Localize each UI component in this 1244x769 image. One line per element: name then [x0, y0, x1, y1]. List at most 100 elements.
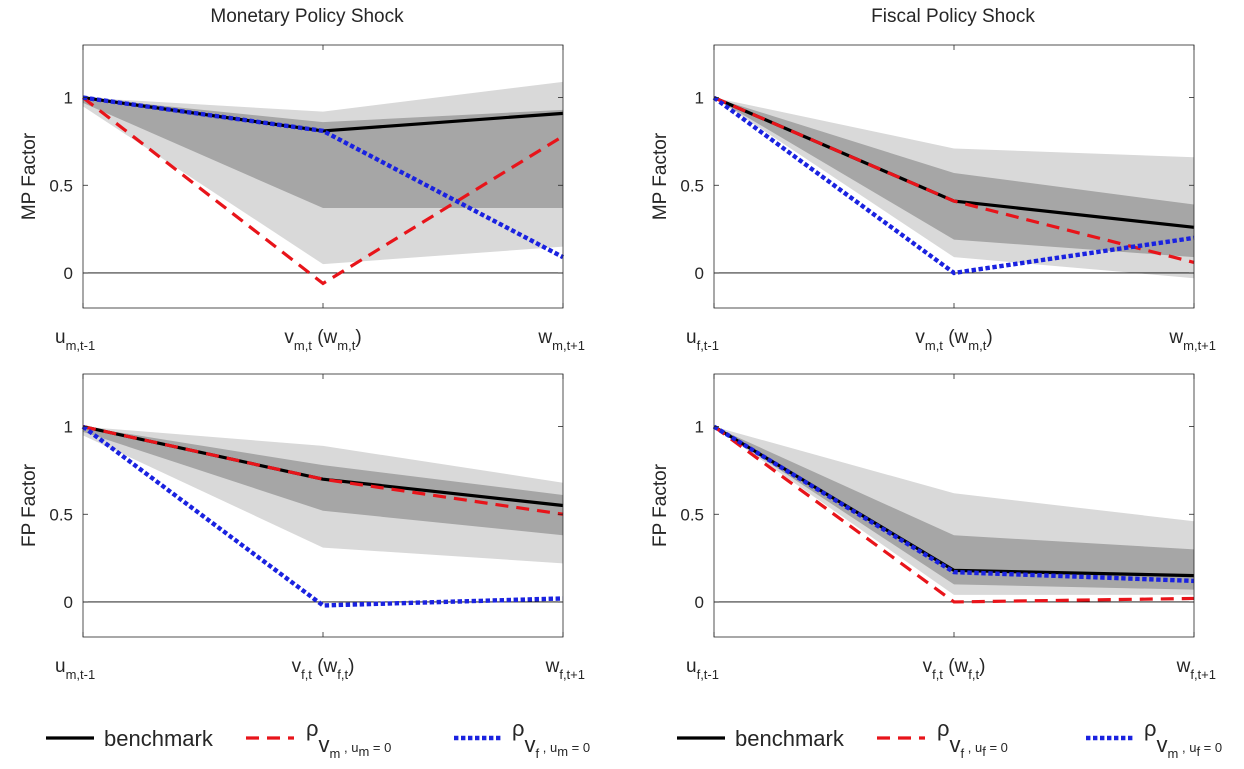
x-tick-symbol: u [55, 656, 66, 677]
legend-rho: ρ [512, 716, 525, 741]
x-tick-label: um,t-1 [55, 656, 95, 682]
legend-rho-subscript: v [950, 732, 961, 757]
x-tick-symbol: v [292, 656, 302, 677]
legend-subscript: f [1196, 744, 1200, 759]
y-axis-label: FP Factor [650, 463, 671, 547]
x-tick-subscript: m,t [337, 338, 355, 353]
x-tick-label: uf,t-1 [686, 656, 719, 682]
x-tick-symbol: (w [943, 656, 969, 677]
series-line-dotted [712, 95, 1195, 276]
legend-label: ρvf , um = 0 [512, 716, 590, 761]
x-tick-symbol: v [915, 327, 925, 348]
legend-subscript: m [557, 744, 568, 759]
legend-text: = 0 [1200, 740, 1222, 755]
legend-text: , u [1178, 740, 1196, 755]
series-line-dashed [82, 425, 564, 516]
x-tick-symbol: w [1168, 327, 1183, 348]
x-tick-label: vm,t (wm,t) [915, 327, 992, 353]
x-tick-label: wf,t+1 [545, 656, 585, 682]
series-line-dashed [713, 425, 1195, 604]
legend-rho-subscript2: f [961, 746, 965, 761]
legend-rho-subscript2: m [1168, 746, 1179, 761]
legend-rho-subscript2: f [536, 746, 540, 761]
x-tick-symbol: ) [348, 656, 354, 677]
x-tick-symbol: w [537, 327, 552, 348]
y-tick-label: 0 [64, 593, 73, 612]
x-tick-symbol: v [923, 656, 933, 677]
series-line-solid [82, 425, 564, 508]
x-tick-label: vf,t (wf,t) [292, 656, 355, 682]
x-tick-symbol: ) [979, 656, 985, 677]
legend-rho-subscript2: m [330, 746, 341, 761]
x-tick-subscript: m,t+1 [1183, 338, 1216, 353]
legend-text: = 0 [369, 740, 391, 755]
y-tick-label: 0 [64, 264, 73, 283]
x-tick-subscript: m,t [968, 338, 986, 353]
x-tick-label: wf,t+1 [1176, 656, 1216, 682]
x-tick-label: uf,t-1 [686, 327, 719, 353]
x-tick-subscript: f,t [337, 667, 348, 682]
legend-rho: ρ [1144, 716, 1157, 741]
legend-rho: ρ [306, 716, 319, 741]
x-tick-symbol: ) [986, 327, 992, 348]
legend-text: , u [964, 740, 982, 755]
y-tick-label: 0.5 [49, 505, 73, 524]
legend-label: benchmark [104, 726, 214, 751]
x-tick-subscript: f,t+1 [559, 667, 585, 682]
x-tick-label: vf,t (wf,t) [923, 656, 986, 682]
x-tick-label: vm,t (wm,t) [284, 327, 361, 353]
x-tick-subscript: f,t-1 [697, 667, 719, 682]
legend-text: , u [539, 740, 557, 755]
x-tick-subscript: f,t [932, 667, 943, 682]
series-line-dotted [712, 424, 1195, 584]
legend-text: benchmark [104, 726, 214, 751]
legend-text: , u [340, 740, 358, 755]
x-tick-symbol: (w [312, 327, 338, 348]
series-line-dotted [82, 95, 565, 260]
x-tick-subscript: f,t-1 [697, 338, 719, 353]
y-tick-label: 0.5 [49, 176, 73, 195]
legend-label: benchmark [735, 726, 845, 751]
x-tick-symbol: (w [312, 656, 338, 677]
legend-text: benchmark [735, 726, 845, 751]
x-tick-subscript: f,t [968, 667, 979, 682]
legend-label: ρvf , uf = 0 [937, 716, 1008, 761]
x-tick-subscript: m,t+1 [552, 338, 585, 353]
inner-confidence-band [714, 426, 1194, 590]
x-tick-symbol: ) [355, 327, 361, 348]
x-tick-symbol: u [55, 327, 66, 348]
x-tick-label: um,t-1 [55, 327, 95, 353]
series-line-dashed [713, 96, 1195, 264]
inner-confidence-band [714, 97, 1194, 258]
y-tick-label: 0.5 [680, 176, 704, 195]
y-tick-label: 0 [695, 264, 704, 283]
legend-subscript: f [982, 744, 986, 759]
y-axis-label: FP Factor [19, 463, 40, 547]
legend-rho-subscript: v [525, 732, 536, 757]
y-tick-label: 0.5 [680, 505, 704, 524]
y-tick-label: 1 [64, 418, 73, 437]
x-tick-subscript: m,t-1 [66, 667, 96, 682]
column-title-fiscal: Fiscal Policy Shock [871, 6, 1035, 27]
x-tick-subscript: m,t-1 [66, 338, 96, 353]
x-tick-symbol: (w [943, 327, 969, 348]
series-line-dotted [81, 424, 564, 608]
series-line-dashed [82, 96, 564, 286]
x-tick-label: wm,t+1 [1168, 327, 1216, 353]
x-tick-symbol: v [284, 327, 294, 348]
y-tick-label: 1 [695, 89, 704, 108]
x-tick-subscript: f,t+1 [1190, 667, 1216, 682]
legend-rho: ρ [937, 716, 950, 741]
inner-confidence-band [83, 97, 563, 209]
x-tick-symbol: w [1176, 656, 1191, 677]
legend-text: = 0 [986, 740, 1008, 755]
x-tick-label: wm,t+1 [537, 327, 585, 353]
